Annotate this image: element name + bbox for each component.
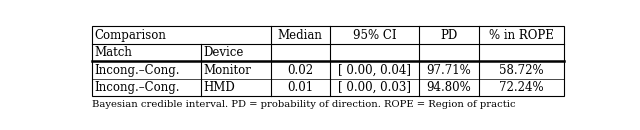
- Text: 72.24%: 72.24%: [499, 81, 544, 94]
- Text: 97.71%: 97.71%: [426, 64, 471, 77]
- Text: 58.72%: 58.72%: [499, 64, 544, 77]
- Text: Incong.–Cong.: Incong.–Cong.: [95, 81, 180, 94]
- Text: Median: Median: [278, 29, 323, 42]
- Text: 94.80%: 94.80%: [426, 81, 471, 94]
- Text: Incong.–Cong.: Incong.–Cong.: [95, 64, 180, 77]
- Text: Comparison: Comparison: [95, 29, 166, 42]
- Text: [ 0.00, 0.04]: [ 0.00, 0.04]: [338, 64, 411, 77]
- Text: PD: PD: [440, 29, 458, 42]
- Bar: [92, 26, 564, 96]
- Text: % in ROPE: % in ROPE: [489, 29, 554, 42]
- Text: 0.01: 0.01: [287, 81, 314, 94]
- Text: Device: Device: [204, 46, 244, 59]
- Text: 0.02: 0.02: [287, 64, 314, 77]
- Text: [ 0.00, 0.03]: [ 0.00, 0.03]: [338, 81, 411, 94]
- Text: HMD: HMD: [204, 81, 236, 94]
- Text: Match: Match: [95, 46, 132, 59]
- Text: Bayesian credible interval. PD = probability of direction. ROPE = Region of prac: Bayesian credible interval. PD = probabi…: [92, 100, 516, 109]
- Text: Monitor: Monitor: [204, 64, 252, 77]
- Text: 95% CI: 95% CI: [353, 29, 396, 42]
